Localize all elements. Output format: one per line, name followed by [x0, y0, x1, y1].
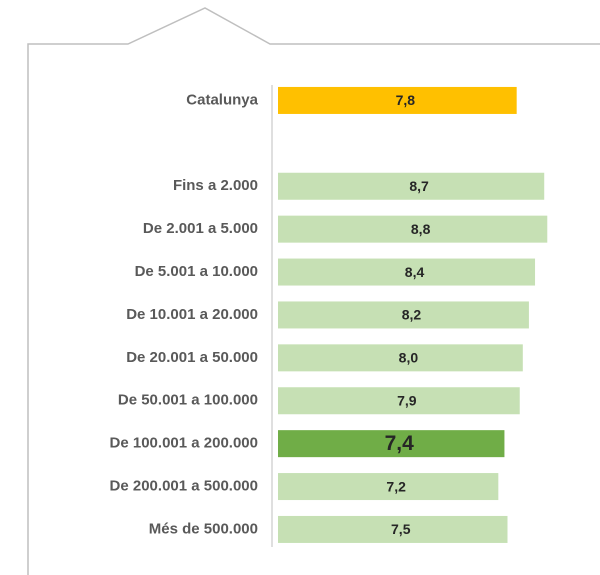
category-label: Més de 500.000	[149, 520, 258, 537]
bar	[278, 301, 529, 329]
value-label: 7,9	[397, 392, 417, 408]
value-label: 7,2	[386, 478, 406, 494]
callout-frame	[27, 7, 600, 575]
bar	[278, 86, 517, 114]
category-label: Fins a 2.000	[173, 177, 258, 194]
bar	[278, 215, 548, 243]
value-label: 7,4	[385, 432, 415, 455]
category-label: De 2.001 a 5.000	[143, 220, 258, 237]
category-label: Catalunya	[186, 91, 258, 108]
bar	[278, 430, 505, 458]
category-label: De 10.001 a 20.000	[126, 306, 258, 323]
bar	[278, 172, 545, 200]
value-label: 7,8	[396, 92, 416, 108]
category-label: De 5.001 a 10.000	[135, 263, 258, 280]
value-label: 8,0	[399, 350, 419, 366]
category-label: De 20.001 a 50.000	[126, 349, 258, 366]
value-label: 8,7	[409, 178, 429, 194]
value-label: 7,5	[391, 521, 411, 537]
bar	[278, 515, 508, 543]
category-label: De 50.001 a 100.000	[118, 392, 258, 409]
bar	[278, 473, 499, 501]
bar	[278, 258, 536, 286]
bar	[278, 387, 520, 415]
category-label: De 100.001 a 200.000	[110, 435, 258, 452]
value-label: 8,4	[405, 264, 425, 280]
bar	[278, 344, 523, 372]
value-label: 8,8	[411, 221, 431, 237]
category-label: De 200.001 a 500.000	[110, 478, 258, 495]
value-label: 8,2	[402, 307, 422, 323]
